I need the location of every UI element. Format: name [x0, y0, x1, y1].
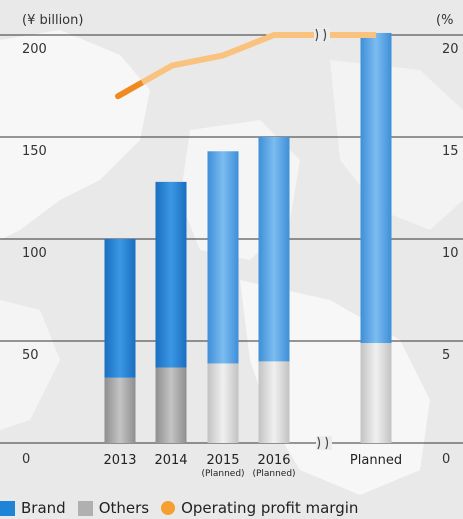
y-tick-label-left: 200: [22, 42, 47, 57]
bar-others: [104, 377, 136, 443]
axis-break-top-gap: [314, 28, 330, 42]
line-segment-planned: [140, 32, 376, 86]
bar-brand: [207, 151, 239, 364]
y-tick-label-left: 100: [22, 246, 47, 261]
legend-swatch-brand: [0, 500, 15, 516]
right-axis-unit: (%: [436, 13, 453, 28]
axis-break-top: [315, 28, 327, 42]
axis-break-bottom: [317, 436, 329, 450]
y-tick-label-right: 0: [442, 452, 450, 467]
x-tick-sublabel: (Planned): [252, 469, 295, 479]
x-tick-sublabel: (Planned): [201, 469, 244, 479]
x-tick-label: 2014: [154, 453, 187, 468]
line-segment-actual: [115, 79, 146, 100]
legend-swatch-others: [77, 500, 93, 516]
y-tick-label-right: 10: [442, 246, 459, 261]
y-tick-label-right: 15: [442, 144, 459, 159]
bar-others: [360, 343, 392, 443]
bar-brand: [155, 181, 187, 368]
y-tick-label-left: 50: [22, 348, 39, 363]
x-tick-label: Planned: [350, 453, 402, 468]
y-tick-label-left: 150: [22, 144, 47, 159]
legend-label-brand: Brand: [21, 499, 66, 517]
x-tick-label: 2013: [103, 453, 136, 468]
legend-label-others: Others: [98, 499, 150, 517]
axis-break-bottom-gap: [316, 436, 332, 450]
bar-others: [258, 361, 290, 443]
legend-item-margin: Operating profit margin: [161, 499, 358, 517]
bar-others: [155, 367, 187, 443]
x-tick-label: 2016: [257, 453, 290, 468]
legend-label-margin: Operating profit margin: [181, 499, 359, 517]
y-tick-label-right: 20: [442, 42, 459, 57]
legend: Brand Others Operating profit margin: [0, 497, 370, 519]
y-tick-label-left: 0: [22, 452, 30, 467]
legend-item-others: Others: [77, 499, 150, 517]
bar-brand: [360, 32, 392, 344]
x-tick-label: 2015: [206, 453, 239, 468]
legend-item-brand: Brand: [0, 499, 66, 517]
bar-brand: [258, 137, 290, 362]
bar-brand: [104, 239, 136, 378]
legend-dot-margin: [161, 501, 176, 515]
bar-others: [207, 363, 239, 443]
y-tick-label-right: 5: [442, 348, 450, 363]
left-axis-unit: (¥ billion): [22, 13, 83, 28]
